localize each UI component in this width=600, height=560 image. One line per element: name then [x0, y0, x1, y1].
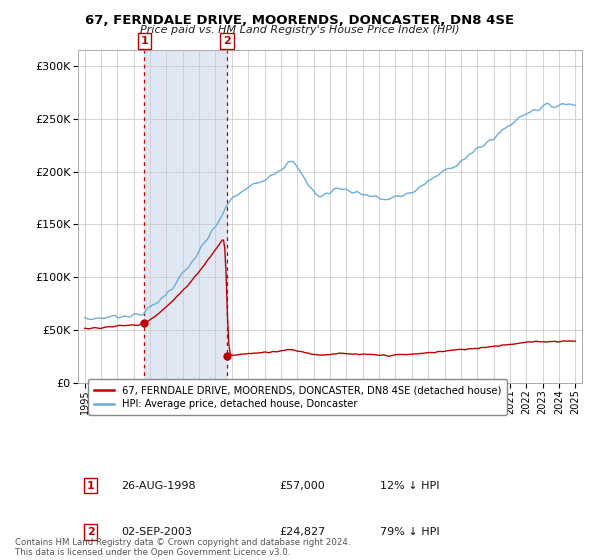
- Text: 1: 1: [87, 480, 94, 491]
- Text: 2: 2: [87, 527, 94, 537]
- Text: 02-SEP-2003: 02-SEP-2003: [121, 527, 192, 537]
- Text: Contains HM Land Registry data © Crown copyright and database right 2024.
This d: Contains HM Land Registry data © Crown c…: [15, 538, 350, 557]
- Text: £24,827: £24,827: [280, 527, 326, 537]
- Legend: 67, FERNDALE DRIVE, MOORENDS, DONCASTER, DN8 4SE (detached house), HPI: Average : 67, FERNDALE DRIVE, MOORENDS, DONCASTER,…: [88, 379, 508, 416]
- Text: £57,000: £57,000: [280, 480, 325, 491]
- Text: 79% ↓ HPI: 79% ↓ HPI: [380, 527, 440, 537]
- Text: 67, FERNDALE DRIVE, MOORENDS, DONCASTER, DN8 4SE: 67, FERNDALE DRIVE, MOORENDS, DONCASTER,…: [85, 14, 515, 27]
- Text: 26-AUG-1998: 26-AUG-1998: [121, 480, 196, 491]
- Text: 12% ↓ HPI: 12% ↓ HPI: [380, 480, 440, 491]
- Text: Price paid vs. HM Land Registry's House Price Index (HPI): Price paid vs. HM Land Registry's House …: [140, 25, 460, 35]
- Text: 2: 2: [223, 36, 231, 46]
- Bar: [144, 50, 227, 382]
- Text: 1: 1: [140, 36, 148, 46]
